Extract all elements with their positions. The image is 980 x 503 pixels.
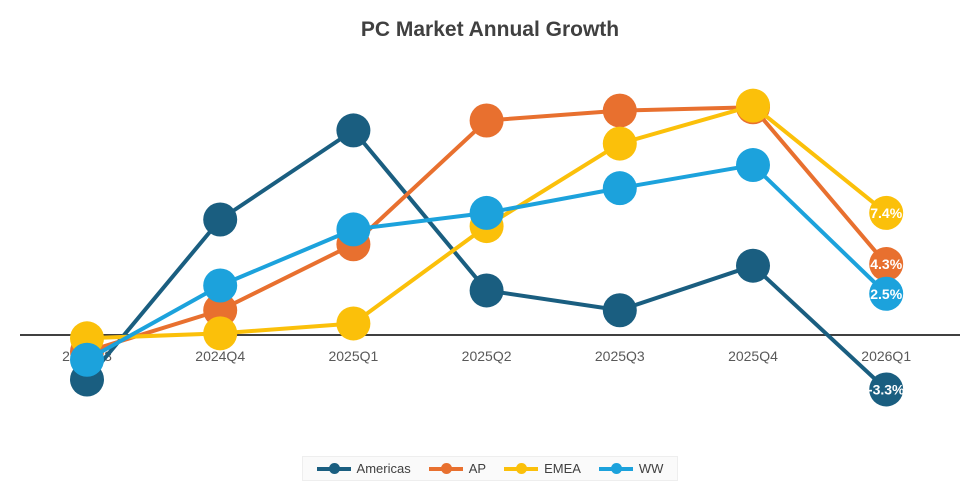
data-point-ww: [869, 276, 904, 311]
legend-label: Americas: [356, 461, 411, 476]
data-point-americas: [336, 113, 371, 148]
legend-item: EMEA: [504, 461, 581, 476]
data-point-ww: [602, 171, 637, 206]
data-label: -3.3%: [868, 381, 905, 397]
data-point-emea: [602, 126, 637, 161]
data-label: 7.4%: [870, 205, 902, 221]
data-point-americas: [602, 293, 637, 328]
data-point-americas: [469, 273, 504, 308]
data-label: 2.5%: [870, 286, 902, 302]
legend-swatch: [316, 462, 351, 474]
data-point-emea: [869, 195, 904, 230]
data-point-emea: [203, 316, 238, 351]
legend-swatch: [504, 462, 539, 474]
legend-swatch: [428, 462, 463, 474]
x-tick-label: 2026Q1: [861, 348, 911, 364]
x-tick-label: 2025Q3: [595, 348, 645, 364]
data-point-americas: [869, 372, 904, 407]
data-point-ww: [203, 268, 238, 303]
x-tick-label: 2025Q2: [462, 348, 512, 364]
legend-label: WW: [638, 461, 664, 476]
legend: Americas AP EMEA WW: [0, 456, 980, 481]
legend-item: WW: [598, 461, 664, 476]
data-point-ap: [869, 247, 904, 282]
data-point-ap: [602, 93, 637, 128]
data-point-ww: [469, 195, 504, 230]
x-tick-label: 2025Q4: [728, 348, 778, 364]
legend-label: EMEA: [544, 461, 581, 476]
legend-label: AP: [468, 461, 487, 476]
data-label: 4.3%: [870, 256, 902, 272]
legend-item: AP: [428, 461, 487, 476]
data-point-ww: [336, 212, 371, 247]
data-point-americas: [203, 202, 238, 237]
data-point-emea: [336, 306, 371, 341]
data-point-ww: [70, 342, 104, 377]
legend-swatch: [598, 462, 633, 474]
legend-item: Americas: [316, 461, 411, 476]
x-tick-label: 2024Q4: [195, 348, 245, 364]
data-point-emea: [736, 88, 770, 123]
data-point-americas: [736, 248, 770, 283]
data-point-ap: [469, 103, 504, 138]
x-tick-label: 2025Q1: [328, 348, 378, 364]
chart-title: PC Market Annual Growth: [360, 18, 620, 41]
data-point-ww: [736, 148, 770, 183]
